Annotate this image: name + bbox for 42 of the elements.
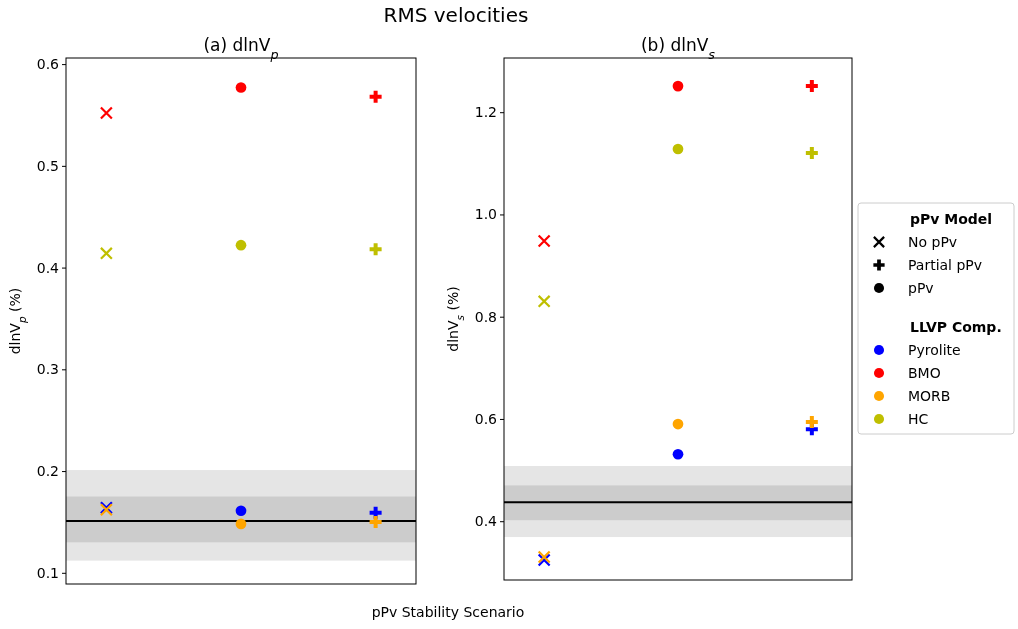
y-tick-label: 0.1 [36, 564, 59, 581]
chart-subtitle: (a) dlnV$_{p}$ [203, 35, 279, 62]
legend-label: Pyrolite [908, 342, 961, 358]
y-tick-label: 1.2 [474, 104, 497, 121]
text: LLVP Comp. [910, 319, 1002, 335]
y-tick-label: 0.6 [36, 56, 60, 73]
y-tick-label: 1.0 [474, 206, 497, 223]
point [235, 82, 247, 93]
point [235, 505, 247, 517]
legend-label: MORB [908, 388, 951, 404]
y-tick-label: 0.4 [474, 513, 498, 530]
y-tick-label: 0.6 [474, 410, 498, 427]
point [99, 106, 113, 120]
point [672, 143, 684, 155]
point [537, 294, 551, 308]
y-tick-label: 0.8 [474, 308, 497, 325]
point [672, 418, 684, 430]
y-tick-label: 0.3 [36, 361, 59, 378]
point [235, 239, 247, 251]
point [369, 90, 382, 103]
point [369, 515, 382, 528]
point [805, 416, 818, 429]
y-tick-label: 0.4 [36, 259, 60, 276]
x-axis-title: pPv Stability Scenario [371, 604, 525, 620]
legend-label: No pPv [908, 234, 958, 250]
legend-label: HC [908, 411, 929, 427]
point [672, 80, 684, 92]
point [805, 147, 818, 160]
point [369, 243, 382, 256]
legend-label: BMO [908, 365, 941, 381]
text: RMS velocities [383, 3, 529, 27]
point [235, 518, 247, 530]
y-tick-label: 0.2 [36, 463, 59, 480]
text: pPv Model [910, 211, 993, 227]
legend-label: pPv [908, 280, 934, 296]
point [537, 234, 551, 248]
legend-label: Partial pPv [908, 257, 983, 273]
chart-subtitle: (b) dlnV$_{s}$ [640, 35, 716, 62]
y-tick-label: 0.5 [36, 157, 59, 174]
point [805, 80, 818, 93]
point [99, 246, 113, 260]
point [672, 448, 684, 460]
